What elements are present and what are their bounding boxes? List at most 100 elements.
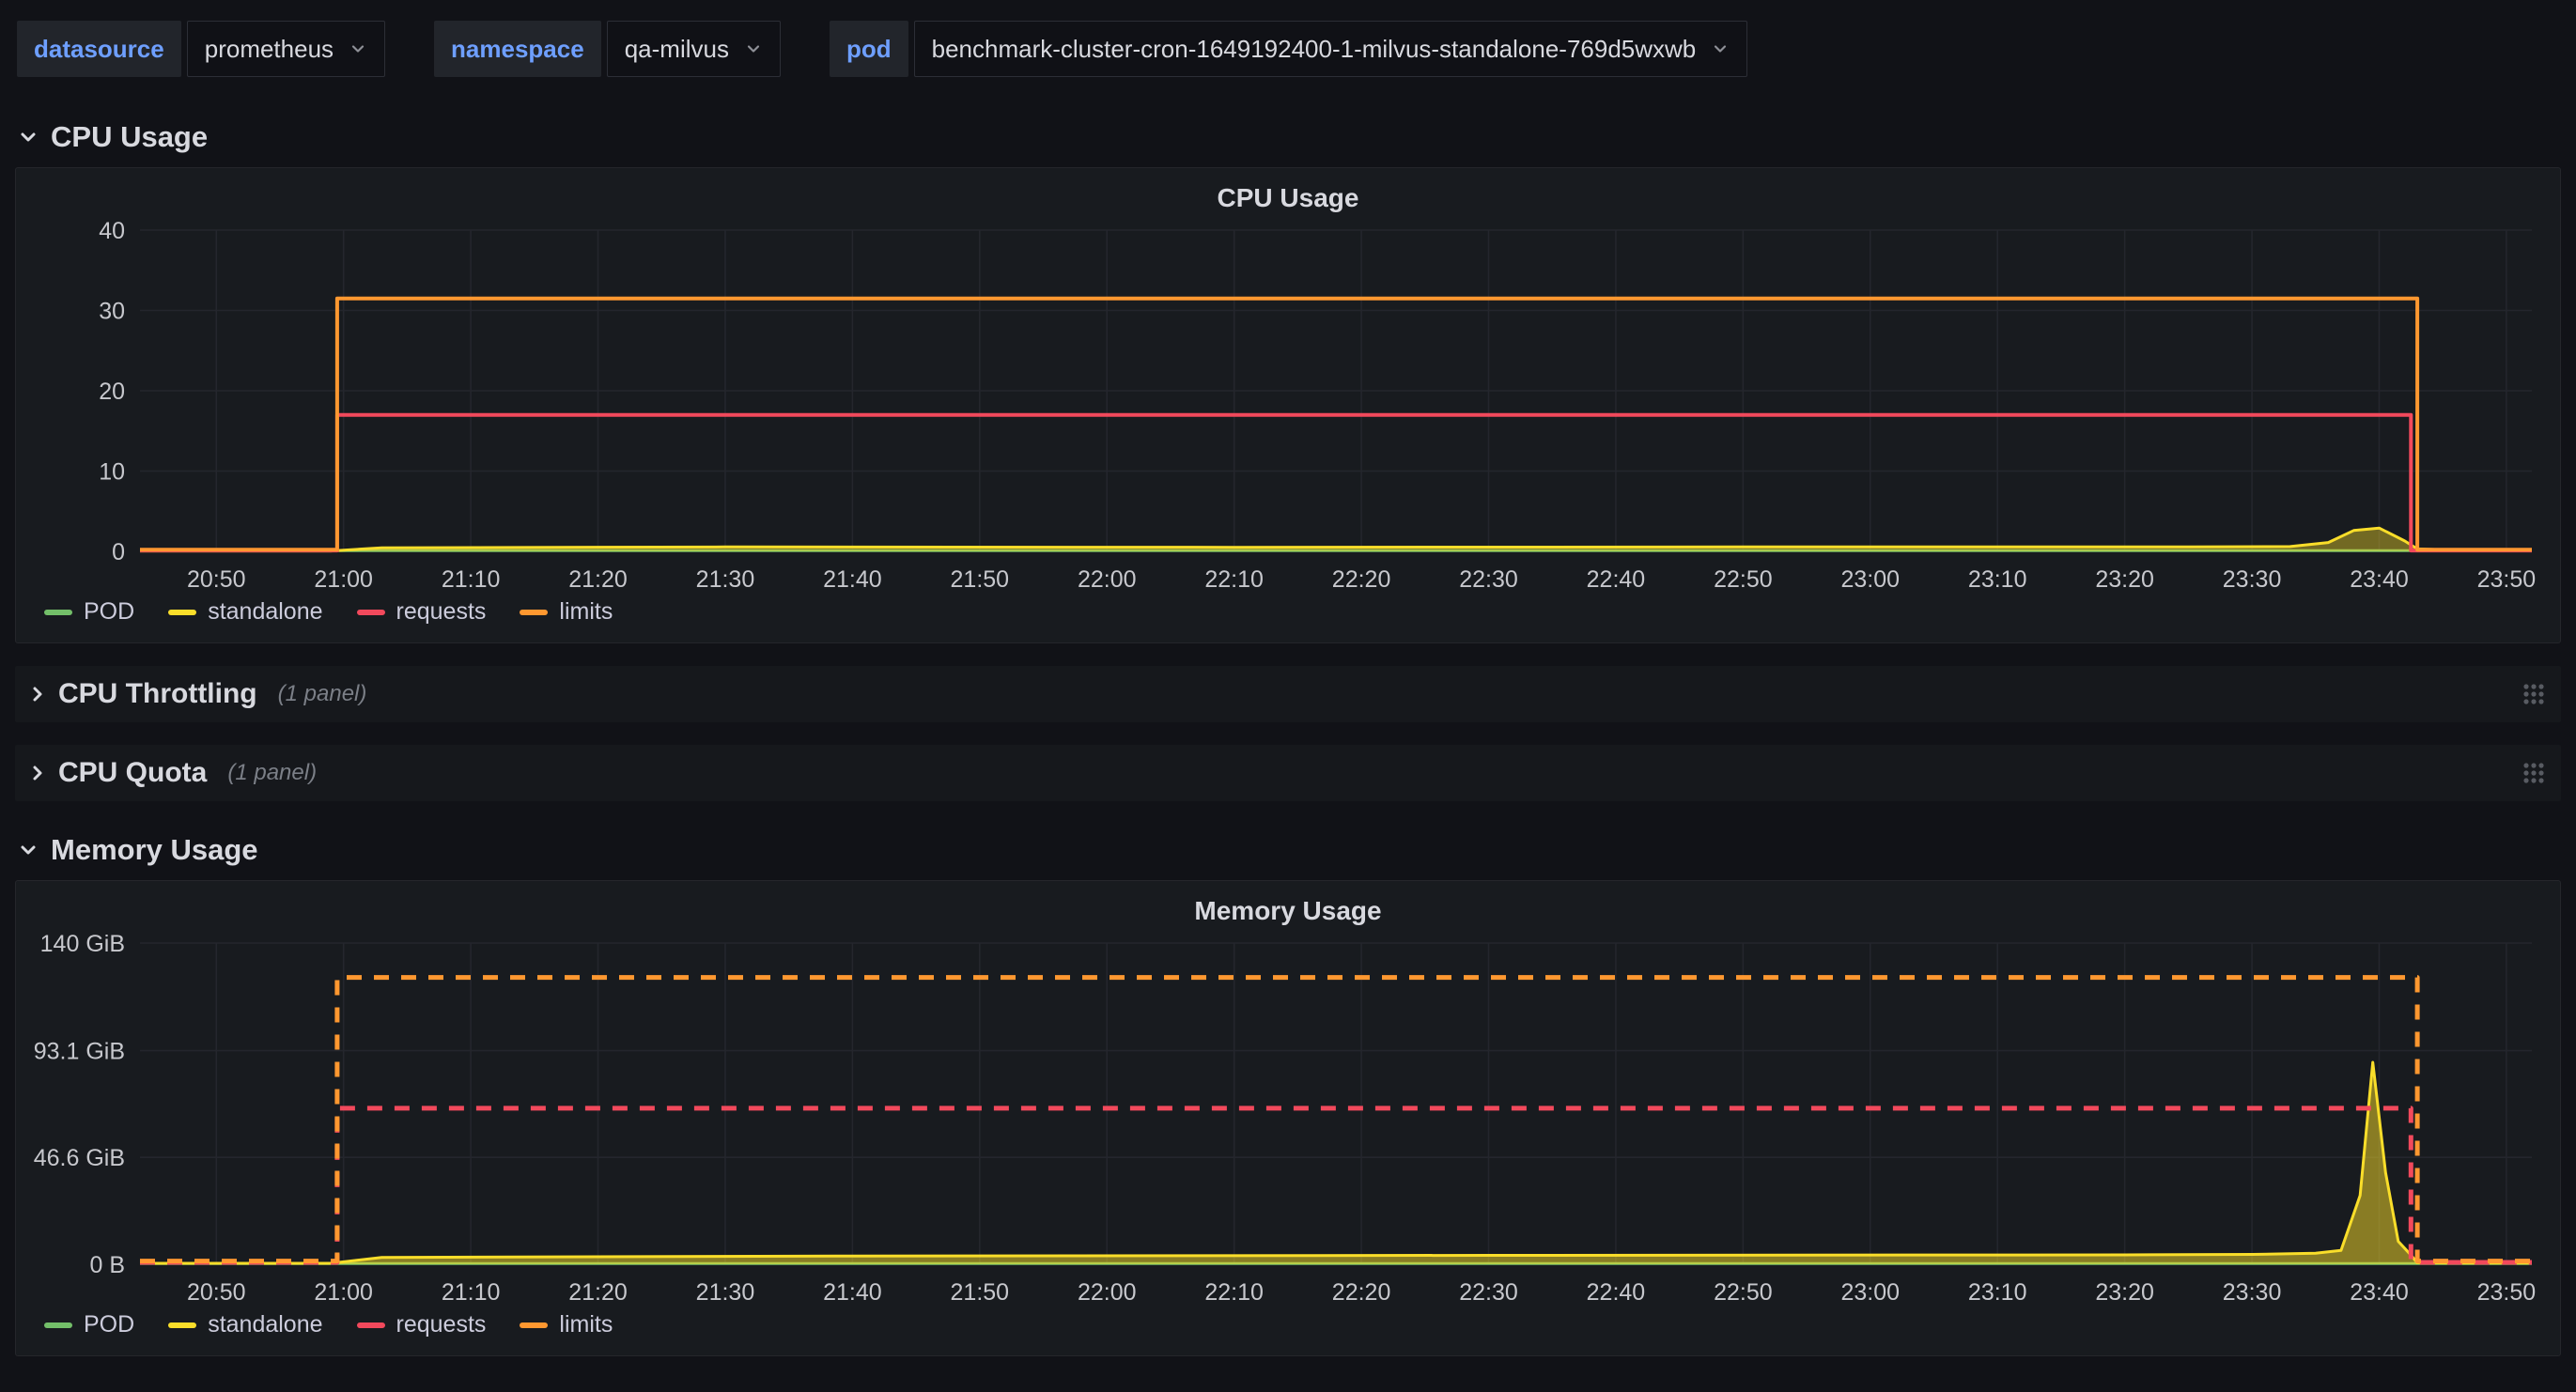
section-title: CPU Usage — [51, 120, 209, 153]
legend-item-standalone[interactable]: standalone — [168, 598, 323, 626]
cpu-usage-legend: POD standalone requests limits — [16, 595, 2560, 642]
svg-text:40: 40 — [99, 219, 125, 244]
chevron-down-icon — [17, 126, 39, 148]
section-header-memory-usage[interactable]: Memory Usage — [17, 833, 2576, 867]
svg-text:23:50: 23:50 — [2477, 566, 2537, 593]
drag-handle-icon[interactable] — [2516, 759, 2552, 787]
svg-text:21:20: 21:20 — [568, 566, 628, 593]
legend-item-requests[interactable]: requests — [356, 1311, 487, 1338]
panel-title-cpu-usage[interactable]: CPU Usage — [1217, 183, 1359, 212]
svg-text:46.6 GiB: 46.6 GiB — [34, 1145, 125, 1171]
legend-item-limits[interactable]: limits — [520, 598, 613, 626]
svg-text:22:00: 22:00 — [1078, 566, 1137, 593]
chevron-right-icon — [26, 762, 49, 784]
filter-group-datasource: datasource prometheus — [17, 21, 386, 77]
legend-item-POD[interactable]: POD — [44, 1311, 134, 1338]
svg-text:21:10: 21:10 — [442, 1279, 501, 1306]
svg-text:21:50: 21:50 — [951, 1279, 1010, 1306]
legend-label: standalone — [208, 598, 323, 625]
legend-label: POD — [84, 598, 135, 625]
svg-text:20: 20 — [99, 379, 125, 405]
svg-text:23:40: 23:40 — [2350, 1279, 2409, 1306]
namespace-label: namespace — [434, 21, 601, 77]
chevron-down-icon — [1711, 39, 1730, 58]
series-color-swatch — [520, 609, 549, 615]
memory-usage-legend: POD standalone requests limits — [16, 1307, 2560, 1355]
datasource-select[interactable]: prometheus — [186, 21, 386, 77]
pod-select[interactable]: benchmark-cluster-cron-1649192400-1-milv… — [913, 21, 1748, 77]
legend-item-POD[interactable]: POD — [44, 598, 134, 626]
svg-text:23:30: 23:30 — [2223, 566, 2282, 593]
cpu-usage-panel: CPU Usage 0 10 20 30 40 20:50 21:00 21:10 21:20 2… — [15, 167, 2561, 643]
svg-text:21:30: 21:30 — [696, 566, 755, 593]
svg-text:22:20: 22:20 — [1332, 566, 1391, 593]
namespace-select[interactable]: qa-milvus — [606, 21, 781, 77]
row-cpu-quota[interactable]: CPU Quota (1 panel) — [15, 745, 2561, 801]
svg-text:22:30: 22:30 — [1459, 1279, 1518, 1306]
svg-text:30: 30 — [99, 299, 125, 325]
legend-label: standalone — [208, 1311, 323, 1338]
svg-text:22:30: 22:30 — [1459, 566, 1518, 593]
legend-item-limits[interactable]: limits — [520, 1311, 613, 1338]
memory-usage-chart[interactable]: 0 B 46.6 GiB 93.1 GiB 140 GiB 20:50 21:00 21:1… — [20, 932, 2556, 1307]
svg-text:22:50: 22:50 — [1714, 566, 1773, 593]
legend-label: POD — [84, 1311, 135, 1338]
svg-text:23:10: 23:10 — [1968, 566, 2027, 593]
svg-text:23:20: 23:20 — [2095, 1279, 2154, 1306]
row-title: CPU Quota — [58, 757, 208, 788]
svg-text:93.1 GiB: 93.1 GiB — [34, 1039, 125, 1065]
row-title: CPU Throttling — [58, 678, 257, 709]
panel-title-memory-usage[interactable]: Memory Usage — [1194, 896, 1382, 925]
datasource-value: prometheus — [204, 34, 334, 63]
svg-text:21:20: 21:20 — [568, 1279, 628, 1306]
svg-text:0: 0 — [112, 539, 125, 565]
svg-text:22:40: 22:40 — [1587, 1279, 1646, 1306]
filter-group-namespace: namespace qa-milvus — [434, 21, 781, 77]
row-panel-count: (1 panel) — [227, 760, 318, 785]
svg-text:0 B: 0 B — [89, 1252, 125, 1278]
svg-text:23:50: 23:50 — [2477, 1279, 2537, 1306]
svg-text:10: 10 — [99, 459, 125, 486]
chevron-down-icon — [349, 39, 367, 58]
chevron-down-icon — [744, 39, 763, 58]
series-color-swatch — [356, 1322, 385, 1328]
row-cpu-throttling[interactable]: CPU Throttling (1 panel) — [15, 666, 2561, 722]
svg-text:22:10: 22:10 — [1204, 1279, 1264, 1306]
svg-text:22:20: 22:20 — [1332, 1279, 1391, 1306]
legend-item-standalone[interactable]: standalone — [168, 1311, 323, 1338]
pod-value: benchmark-cluster-cron-1649192400-1-milv… — [931, 34, 1697, 63]
svg-text:23:10: 23:10 — [1968, 1279, 2027, 1306]
svg-text:21:00: 21:00 — [314, 1279, 373, 1306]
svg-text:22:00: 22:00 — [1078, 1279, 1137, 1306]
series-color-swatch — [168, 1322, 197, 1328]
datasource-label: datasource — [17, 21, 181, 77]
legend-label: requests — [396, 1311, 487, 1338]
svg-text:23:30: 23:30 — [2223, 1279, 2282, 1306]
svg-text:23:00: 23:00 — [1841, 566, 1901, 593]
series-color-swatch — [44, 609, 72, 615]
svg-text:21:40: 21:40 — [823, 566, 882, 593]
legend-label: requests — [396, 598, 487, 625]
section-header-cpu-usage[interactable]: CPU Usage — [17, 120, 2576, 154]
series-color-swatch — [168, 609, 197, 615]
cpu-usage-chart[interactable]: 0 10 20 30 40 20:50 21:00 21:10 21:20 21:30 21:40 2… — [20, 219, 2556, 595]
series-color-swatch — [44, 1322, 72, 1328]
svg-text:21:30: 21:30 — [696, 1279, 755, 1306]
legend-label: limits — [559, 598, 613, 625]
svg-text:21:40: 21:40 — [823, 1279, 882, 1306]
variables-bar: datasource prometheus namespace qa-milvu… — [0, 0, 2576, 88]
drag-handle-icon[interactable] — [2516, 680, 2552, 708]
pod-label: pod — [829, 21, 908, 77]
series-color-swatch — [356, 609, 385, 615]
svg-text:20:50: 20:50 — [187, 566, 246, 593]
svg-text:23:00: 23:00 — [1841, 1279, 1901, 1306]
svg-text:21:50: 21:50 — [951, 566, 1010, 593]
legend-item-requests[interactable]: requests — [356, 598, 487, 626]
series-color-swatch — [520, 1322, 549, 1328]
section-title: Memory Usage — [51, 833, 258, 866]
filter-group-pod: pod benchmark-cluster-cron-1649192400-1-… — [829, 21, 1748, 77]
svg-text:21:10: 21:10 — [442, 566, 501, 593]
svg-text:21:00: 21:00 — [314, 566, 373, 593]
chevron-down-icon — [17, 839, 39, 861]
svg-text:23:20: 23:20 — [2095, 566, 2154, 593]
